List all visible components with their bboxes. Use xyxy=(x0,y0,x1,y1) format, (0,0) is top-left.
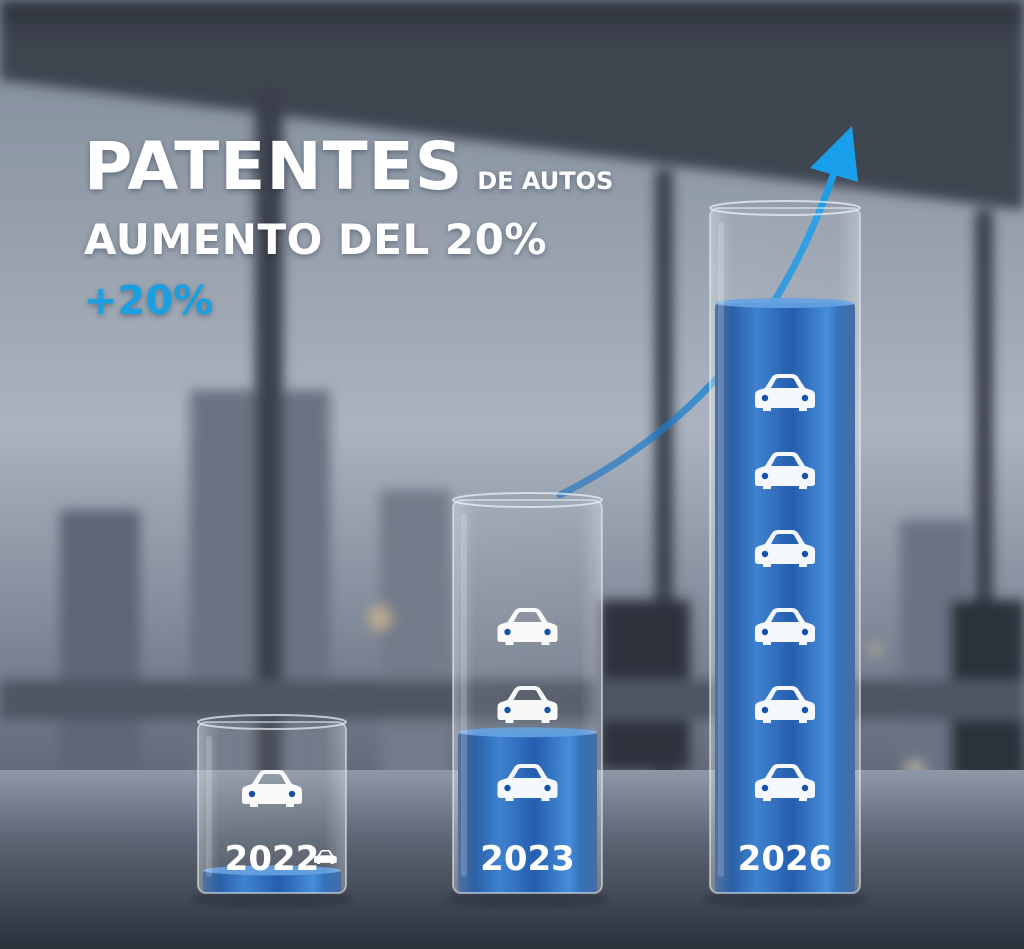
chart-bars: 2022 2023 2026 xyxy=(192,200,866,909)
car-icon xyxy=(755,374,815,411)
car-icon xyxy=(497,608,558,645)
bar-2022: 2022 xyxy=(192,714,352,909)
car-icon xyxy=(497,686,558,723)
x-tick-label: 2026 xyxy=(738,839,833,879)
title-line: PATENTES DE AUTOS xyxy=(84,128,613,205)
small-car-icon xyxy=(314,850,337,865)
x-tick-label: 2022 xyxy=(225,839,320,879)
growth-annotation: +20% xyxy=(84,278,214,324)
car-icon xyxy=(242,770,302,807)
car-icon xyxy=(755,530,815,567)
headline: PATENTES DE AUTOS AUMENTO DEL 20% +20% xyxy=(84,128,613,324)
bar-2026: 2026 xyxy=(704,200,866,909)
glass-2022 xyxy=(197,721,347,894)
car-icon xyxy=(755,452,815,489)
bar-2023: 2023 xyxy=(447,492,608,909)
chart-title-suffix: DE AUTOS xyxy=(477,167,614,195)
chart-title: PATENTES xyxy=(84,128,464,205)
glass-2023 xyxy=(452,499,603,894)
x-tick-label: 2023 xyxy=(480,839,575,879)
car-icon xyxy=(497,764,558,801)
chart-subtitle: AUMENTO DEL 20% xyxy=(84,215,547,264)
car-icon xyxy=(755,608,815,645)
car-icon xyxy=(755,764,815,801)
car-icon xyxy=(755,686,815,723)
